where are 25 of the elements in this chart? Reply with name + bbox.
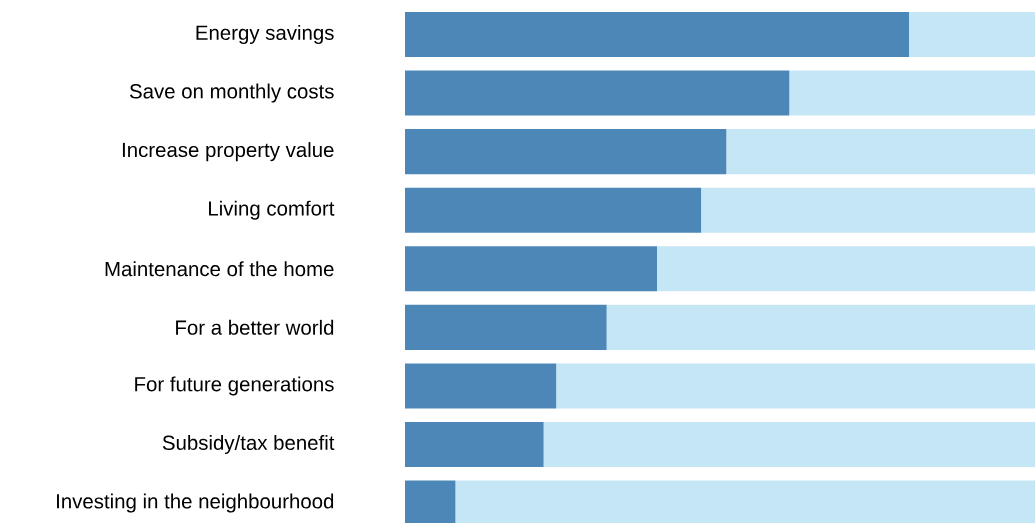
y-tick-label: Maintenance of the home [105, 261, 334, 277]
bar [726, 129, 1035, 175]
bar [556, 363, 1035, 409]
bar [405, 129, 727, 175]
bar [606, 304, 1035, 350]
y-tick-label: Investing in the neighbourhood [57, 493, 334, 513]
bar [909, 11, 1035, 58]
bar [701, 187, 1035, 233]
bar [405, 304, 607, 350]
bar [405, 70, 790, 116]
y-tick-label: For a better world [176, 319, 334, 335]
bar [405, 363, 557, 409]
y-tick-label: Subsidy/tax benefit [162, 434, 335, 455]
y-tick-label: Save on monthly costs [129, 83, 334, 103]
y-tick-label: For future generations [135, 376, 334, 396]
bar [789, 70, 1035, 116]
bar [543, 421, 1035, 468]
bar [657, 246, 1035, 292]
bar [405, 11, 910, 58]
y-tick-label: Living comfort [209, 200, 335, 220]
y-tick-label: Energy savings [196, 24, 334, 45]
bar [405, 187, 702, 233]
bar [405, 246, 658, 292]
y-tick-label: Increase property value [122, 142, 334, 162]
bar [405, 421, 544, 468]
